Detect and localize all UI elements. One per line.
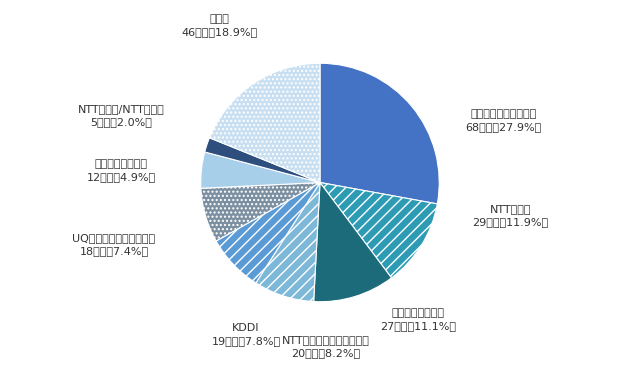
Text: NTT東日本/NTT西日本
5万件（2.0%）: NTT東日本/NTT西日本 5万件（2.0%）: [78, 104, 165, 127]
Wedge shape: [205, 138, 320, 182]
Wedge shape: [216, 182, 320, 283]
Text: KDDI
19万件（7.8%）: KDDI 19万件（7.8%）: [211, 323, 280, 346]
Text: UQコミュニケーションズ
18万件（7.4%）: UQコミュニケーションズ 18万件（7.4%）: [72, 233, 156, 256]
Wedge shape: [320, 63, 439, 204]
Wedge shape: [320, 182, 437, 278]
Wedge shape: [201, 182, 320, 241]
Wedge shape: [201, 152, 320, 188]
Text: NTTコミュニケーションズ
20万件（8.2%）: NTTコミュニケーションズ 20万件（8.2%）: [282, 335, 370, 358]
Text: NTTドコモ
29万件（11.9%）: NTTドコモ 29万件（11.9%）: [472, 204, 548, 227]
Text: ケイオプティコム
12万件（4.9%）: ケイオプティコム 12万件（4.9%）: [86, 159, 156, 182]
Text: その他
46万件（18.9%）: その他 46万件（18.9%）: [182, 14, 258, 37]
Wedge shape: [314, 182, 392, 302]
Wedge shape: [209, 63, 320, 182]
Text: ソフトバンクモバイル
68万件（27.9%）: ソフトバンクモバイル 68万件（27.9%）: [465, 109, 541, 132]
Wedge shape: [256, 182, 320, 301]
Text: ワイヤレスゲート
27万件（11.1%）: ワイヤレスゲート 27万件（11.1%）: [380, 308, 456, 331]
